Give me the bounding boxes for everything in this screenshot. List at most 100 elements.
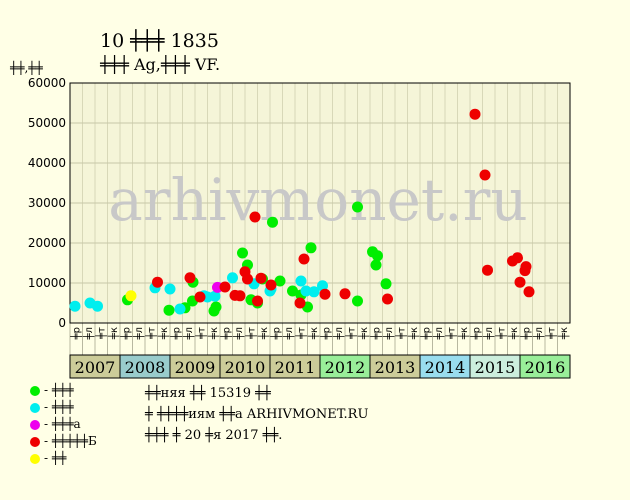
data-point [234, 290, 246, 302]
month-label: ╪л [82, 327, 95, 340]
month-label: ╪к [257, 327, 270, 340]
data-point [219, 281, 231, 293]
year-label: 2016 [525, 358, 566, 377]
info-line: ╪╪╪ ╪ 20 ╪я 2017 ╪╪. [145, 428, 283, 443]
plot-frame [69, 82, 571, 324]
data-point [317, 280, 328, 292]
month-label: ╪к [207, 327, 220, 340]
month-label: ╪т [394, 327, 407, 340]
month-label: ╪р [219, 327, 232, 340]
data-point [265, 279, 277, 291]
data-point [372, 250, 383, 262]
data-point [274, 275, 286, 287]
legend-swatch [30, 386, 40, 396]
year-label: 2011 [275, 358, 316, 377]
month-label: ╪р [319, 327, 332, 340]
month-label: ╪к [107, 327, 120, 340]
legend-label: - ╪╪ [44, 451, 67, 465]
year-label: 2008 [125, 358, 166, 377]
chart-title: 10 ╪╪╪ 1835 [100, 30, 219, 52]
data-point [210, 301, 222, 313]
data-point [300, 285, 312, 297]
month-label: ╪т [94, 327, 107, 340]
month-label: ╪т [244, 327, 257, 340]
month-label: ╪л [482, 327, 495, 340]
info-block: ╪╪няя ╪╪ 15319 ╪╪ ╪ ╪╪╪╪иям ╪╪а ARHIVMON… [145, 383, 368, 446]
data-point [479, 169, 491, 181]
year-label: 2012 [325, 358, 366, 377]
month-label: ╪к [557, 327, 570, 340]
data-point [370, 259, 382, 271]
data-point [92, 300, 103, 312]
y-tick-label: 60000 [28, 76, 66, 90]
legend-swatch [30, 437, 40, 447]
data-point [295, 275, 307, 287]
year-label: 2014 [425, 358, 466, 377]
data-point [249, 211, 261, 223]
data-point [523, 286, 535, 298]
month-label: ╪л [332, 327, 345, 340]
month-label: ╪л [182, 327, 195, 340]
data-point [294, 297, 306, 309]
data-point [237, 247, 248, 259]
data-point [352, 201, 363, 213]
month-label: ╪л [432, 327, 445, 340]
month-label: ╪р [169, 327, 182, 340]
month-label: ╪р [69, 327, 82, 340]
data-point [305, 242, 317, 254]
month-label: ╪т [444, 327, 457, 340]
data-point [308, 286, 320, 298]
data-point [242, 273, 253, 285]
month-label: ╪т [194, 327, 207, 340]
data-point [184, 272, 196, 284]
data-point [164, 283, 176, 295]
info-line: ╪╪няя ╪╪ 15319 ╪╪ [145, 386, 271, 401]
y-unit-label: ╪╪,╪╪ [10, 61, 43, 75]
month-label: ╪т [344, 327, 357, 340]
data-point [227, 272, 238, 284]
month-label: ╪т [494, 327, 507, 340]
month-label: ╪к [457, 327, 470, 340]
month-label: ╪р [119, 327, 132, 340]
month-label: ╪р [469, 327, 482, 340]
month-label: ╪к [507, 327, 520, 340]
y-tick-label: 20000 [28, 236, 66, 250]
data-point [520, 261, 532, 273]
legend-label: - ╪╪╪ [44, 400, 74, 414]
year-label: 2007 [75, 358, 116, 377]
data-point [287, 285, 298, 297]
data-point [382, 293, 393, 305]
data-point [319, 288, 331, 300]
month-label: ╪л [232, 327, 245, 340]
month-label: ╪р [369, 327, 382, 340]
year-label: 2013 [375, 358, 416, 377]
data-point [482, 264, 493, 276]
data-point [339, 288, 351, 300]
y-tick-label: 0 [58, 316, 66, 330]
month-label: ╪т [144, 327, 157, 340]
y-tick-label: 10000 [28, 276, 66, 290]
month-label: ╪т [544, 327, 557, 340]
legend-label: - ╪╪╪а [44, 417, 81, 431]
legend-swatch [30, 420, 40, 430]
data-point [174, 303, 186, 315]
data-point [163, 304, 175, 316]
year-label: 2009 [175, 358, 216, 377]
year-cell [519, 354, 571, 379]
month-label: ╪к [307, 327, 320, 340]
legend-swatch [30, 454, 40, 464]
legend-label: - ╪╪╪ [44, 383, 74, 397]
data-point [194, 291, 206, 303]
data-point [352, 295, 363, 307]
data-point [69, 300, 81, 312]
month-label: ╪л [532, 327, 545, 340]
year-label: 2015 [475, 358, 516, 377]
data-point [267, 216, 278, 228]
month-label: ╪к [357, 327, 370, 340]
month-label: ╪л [132, 327, 145, 340]
month-label: ╪л [282, 327, 295, 340]
y-tick-label: 40000 [28, 156, 66, 170]
legend-swatch [30, 403, 40, 413]
data-point [469, 108, 481, 120]
